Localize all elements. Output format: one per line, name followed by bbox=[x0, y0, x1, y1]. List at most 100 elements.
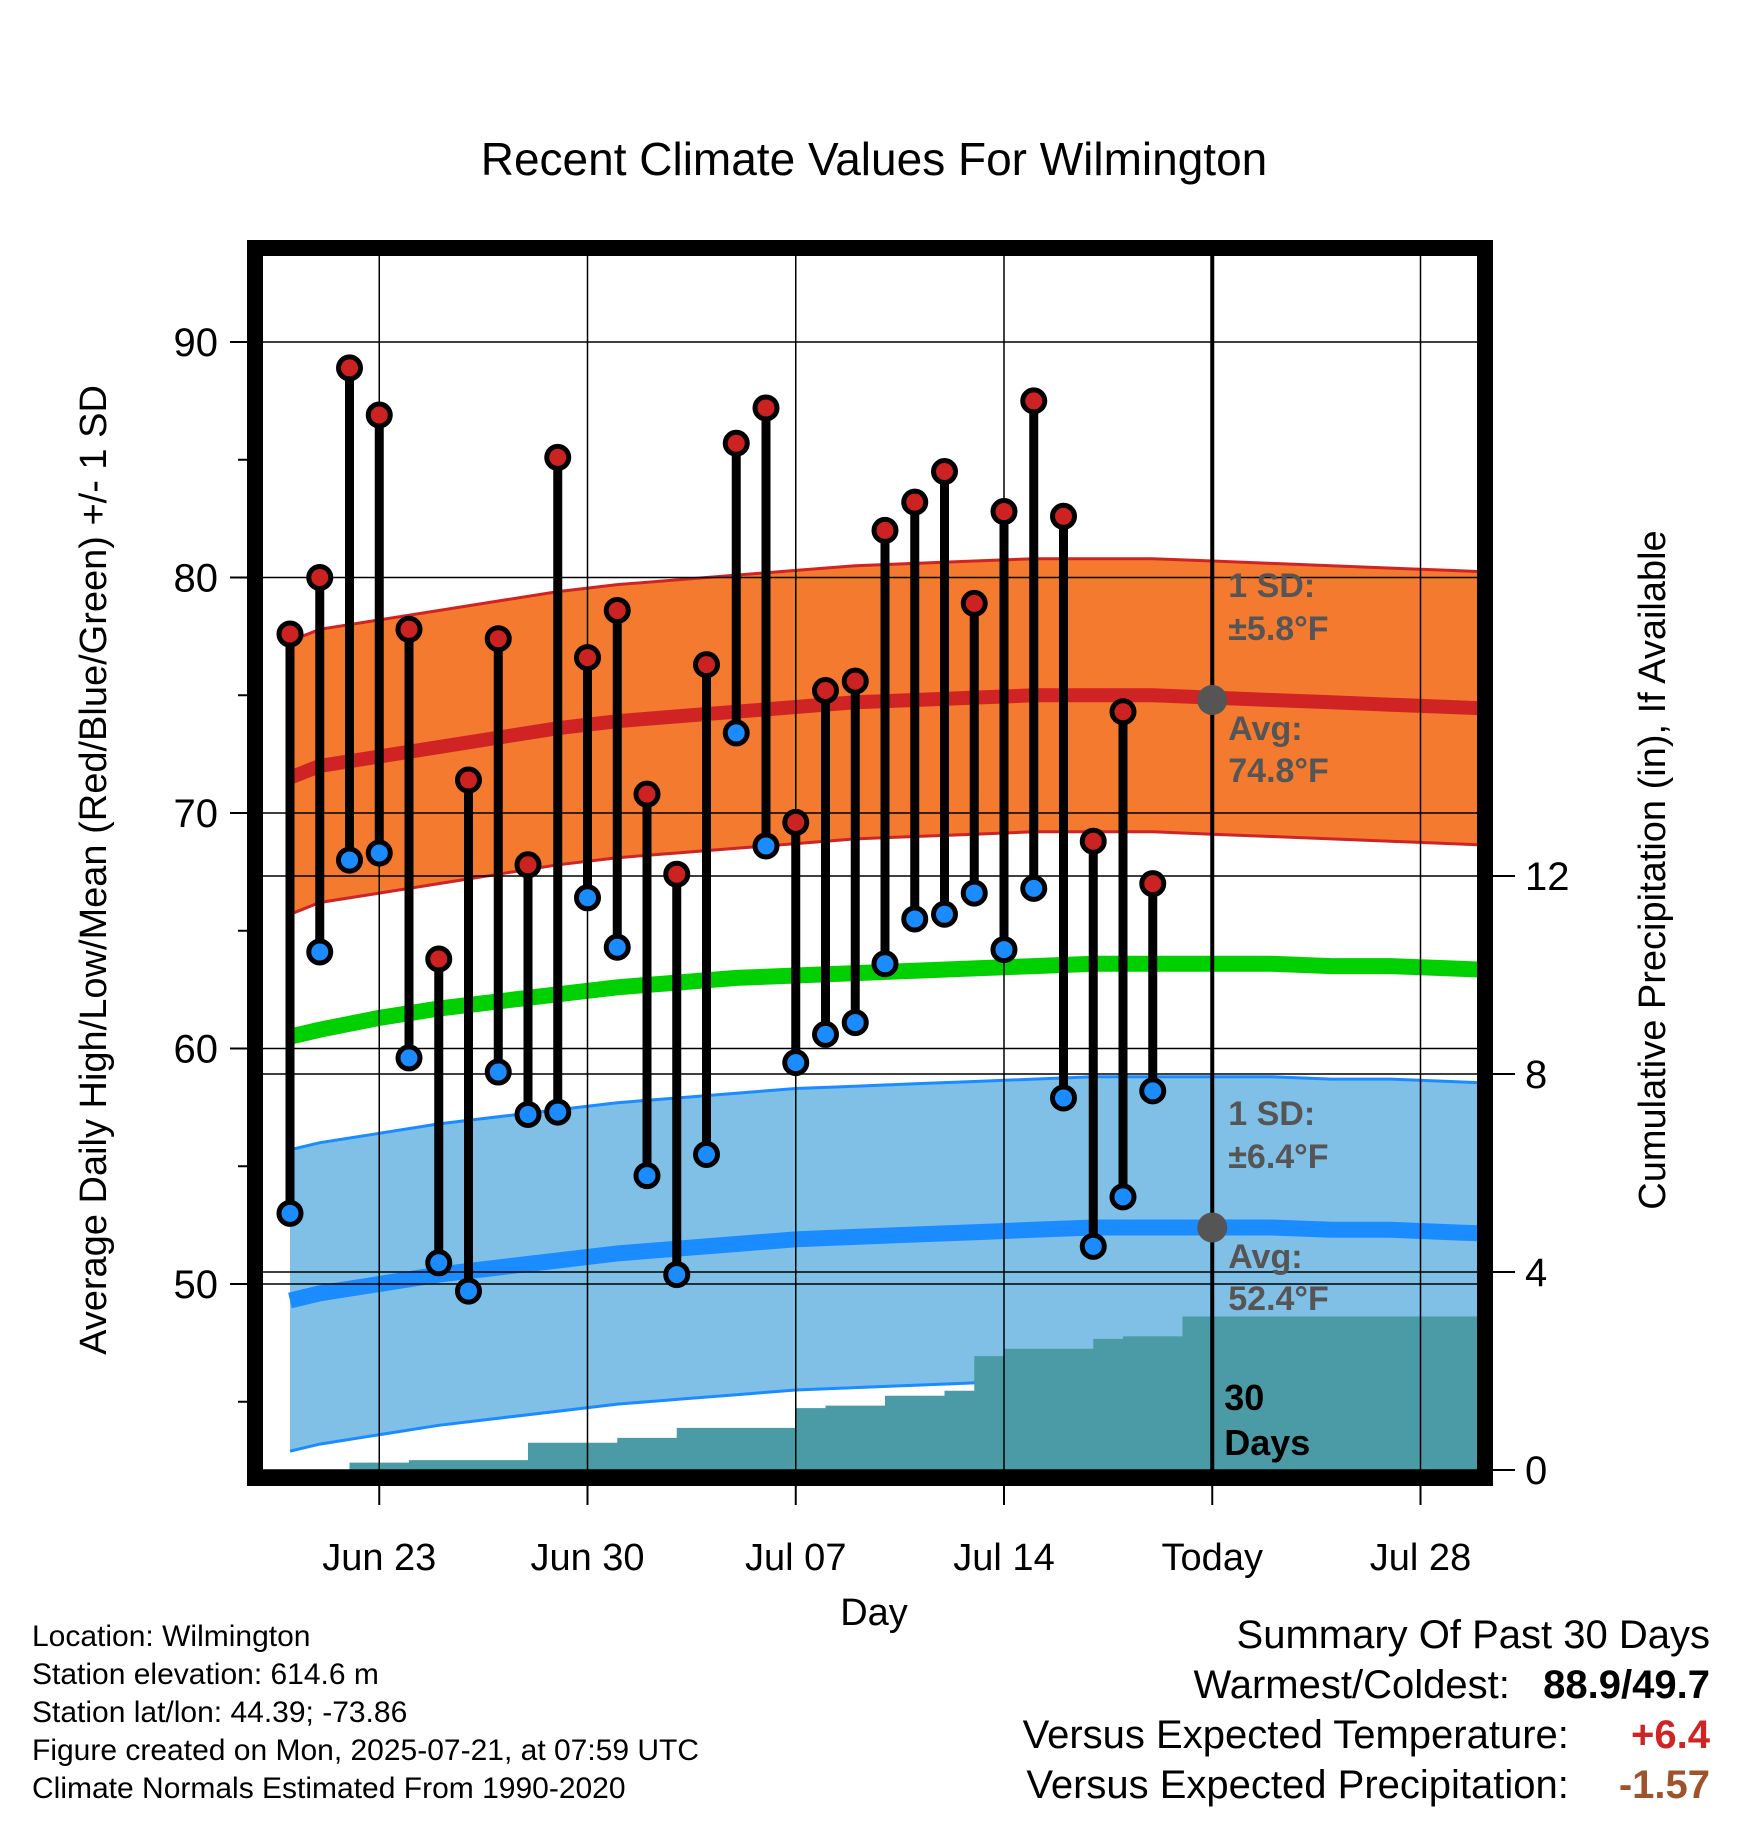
x-tick-label: Jun 30 bbox=[530, 1537, 644, 1579]
today-days-label-2: Days bbox=[1224, 1422, 1310, 1463]
daily-low-point bbox=[722, 719, 750, 747]
daily-high-point bbox=[782, 808, 810, 836]
daily-low-point bbox=[484, 1058, 512, 1086]
y-tick-label: 70 bbox=[174, 792, 219, 836]
summary-precip-label: Versus Expected Precipitation: bbox=[1026, 1763, 1569, 1807]
daily-low-point bbox=[365, 839, 393, 867]
daily-low-point bbox=[603, 933, 631, 961]
high-sd-value: ±5.8°F bbox=[1228, 610, 1328, 648]
x-axis-label: Day bbox=[840, 1592, 908, 1634]
daily-low-point bbox=[990, 936, 1018, 964]
chart-title: Recent Climate Values For Wilmington bbox=[481, 133, 1268, 185]
daily-low-point bbox=[782, 1049, 810, 1077]
daily-high-point bbox=[633, 780, 661, 808]
y2-tick-label: 4 bbox=[1525, 1251, 1547, 1295]
daily-high-point bbox=[1020, 387, 1048, 415]
y-tick-label: 80 bbox=[174, 557, 219, 601]
daily-high-point bbox=[931, 458, 958, 486]
daily-low-point bbox=[425, 1249, 453, 1277]
summary-precip: Versus Expected Precipitation: -1.57 bbox=[1023, 1760, 1710, 1810]
footer-created: Figure created on Mon, 2025-07-21, at 07… bbox=[32, 1734, 700, 1767]
daily-high-point bbox=[722, 429, 750, 457]
daily-high-point bbox=[336, 354, 363, 382]
daily-high-point bbox=[603, 596, 631, 624]
footer-location: Location: Wilmington bbox=[32, 1620, 311, 1653]
daily-high-point bbox=[663, 860, 691, 888]
daily-high-point bbox=[514, 851, 542, 879]
summary-coldest: 49.7 bbox=[1632, 1663, 1710, 1707]
summary-warm-cold-label: Warmest/Coldest: bbox=[1193, 1663, 1510, 1707]
today-low-avg-marker bbox=[1197, 1212, 1228, 1243]
daily-high-point bbox=[1109, 698, 1137, 726]
x-tick-label: Jun 23 bbox=[322, 1537, 436, 1579]
high-sd-label: 1 SD: bbox=[1228, 567, 1315, 605]
daily-high-point bbox=[484, 625, 512, 653]
daily-low-point bbox=[1050, 1084, 1077, 1112]
daily-low-point bbox=[871, 950, 899, 978]
y-axis-label: Average Daily High/Low/Mean (Red/Blue/Gr… bbox=[73, 385, 115, 1355]
x-tick-label: Jul 07 bbox=[745, 1537, 846, 1579]
daily-high-point bbox=[544, 443, 572, 471]
high-avg-value: 74.8°F bbox=[1228, 752, 1329, 790]
daily-high-point bbox=[574, 644, 601, 672]
daily-low-point bbox=[514, 1100, 542, 1128]
station-info: Location: Wilmington Station elevation: … bbox=[32, 1618, 699, 1808]
daily-high-point bbox=[960, 589, 988, 617]
plot-frame bbox=[247, 240, 1493, 1486]
low-sd-label: 1 SD: bbox=[1228, 1095, 1315, 1133]
x-tick-label: Jul 14 bbox=[953, 1537, 1054, 1579]
daily-high-point bbox=[455, 766, 482, 794]
daily-low-point bbox=[1079, 1232, 1107, 1260]
daily-high-point bbox=[871, 516, 899, 544]
daily-high-point bbox=[306, 564, 334, 591]
daily-low-point bbox=[276, 1199, 304, 1227]
y2-tick-label: 12 bbox=[1525, 855, 1570, 899]
daily-low-point bbox=[395, 1044, 423, 1072]
summary-precip-value: -1.57 bbox=[1618, 1763, 1710, 1807]
daily-low-point bbox=[1139, 1077, 1167, 1105]
x-tick-label: Today bbox=[1162, 1537, 1263, 1579]
daily-low-point bbox=[1020, 874, 1048, 902]
daily-low-point bbox=[306, 938, 334, 966]
daily-high-point bbox=[276, 620, 304, 648]
daily-low-point bbox=[663, 1261, 691, 1289]
high-avg-label: Avg: bbox=[1228, 710, 1302, 748]
daily-low-point bbox=[960, 879, 988, 907]
daily-high-point bbox=[901, 488, 929, 516]
daily-low-point bbox=[544, 1098, 572, 1126]
daily-high-point bbox=[1139, 870, 1167, 898]
summary-panel: Summary Of Past 30 Days Warmest/Coldest:… bbox=[1023, 1610, 1710, 1810]
low-sd-value: ±6.4°F bbox=[1228, 1138, 1328, 1176]
daily-low-point bbox=[931, 900, 958, 928]
daily-high-point bbox=[841, 667, 869, 695]
daily-high-point bbox=[990, 498, 1018, 526]
summary-temp-value: +6.4 bbox=[1631, 1713, 1710, 1757]
daily-low-point bbox=[841, 1009, 869, 1037]
summary-temp: Versus Expected Temperature: +6.4 bbox=[1023, 1710, 1710, 1760]
summary-title: Summary Of Past 30 Days bbox=[1236, 1613, 1710, 1657]
daily-high-point bbox=[1050, 502, 1077, 530]
daily-low-point bbox=[901, 905, 929, 933]
daily-high-point bbox=[752, 394, 780, 422]
summary-warmest: 88.9 bbox=[1543, 1663, 1622, 1707]
today-days-label-1: 30 bbox=[1224, 1377, 1264, 1418]
daily-low-point bbox=[752, 832, 780, 860]
daily-low-point bbox=[633, 1162, 661, 1190]
daily-high-point bbox=[693, 651, 720, 679]
daily-low-point bbox=[1109, 1183, 1137, 1211]
daily-high-point bbox=[812, 677, 839, 705]
footer-elevation: Station elevation: 614.6 m bbox=[32, 1658, 379, 1691]
daily-high-point bbox=[1079, 827, 1107, 855]
summary-temp-label: Versus Expected Temperature: bbox=[1022, 1713, 1569, 1757]
daily-low-point bbox=[336, 846, 363, 874]
y-tick-label: 90 bbox=[174, 321, 219, 365]
y2-tick-label: 0 bbox=[1525, 1449, 1547, 1493]
x-tick-label: Jul 28 bbox=[1370, 1537, 1471, 1579]
y-tick-label: 60 bbox=[174, 1028, 219, 1072]
y-tick-label: 50 bbox=[174, 1263, 219, 1307]
summary-warm-cold: Warmest/Coldest: 88.9/49.7 bbox=[1023, 1660, 1710, 1710]
daily-high-point bbox=[425, 945, 453, 973]
cumulative-precip-area bbox=[319, 1316, 1478, 1470]
footer-normals: Climate Normals Estimated From 1990-2020 bbox=[32, 1772, 626, 1805]
low-avg-value: 52.4°F bbox=[1228, 1280, 1329, 1318]
